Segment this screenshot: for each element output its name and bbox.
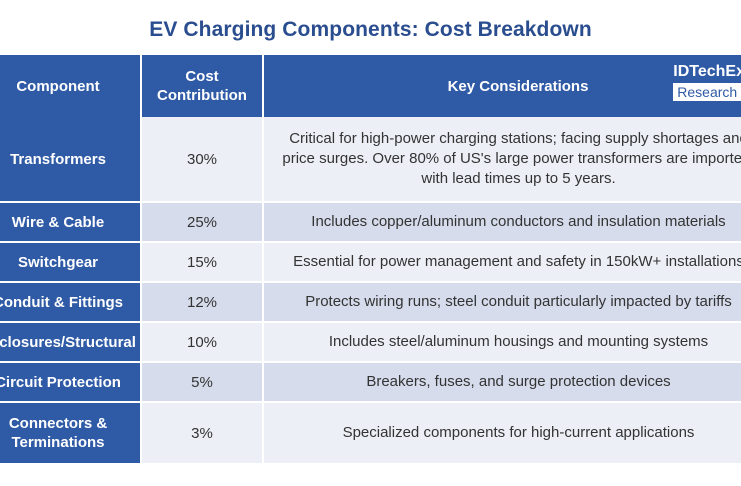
table-row: Transformers 30% Critical for high-power…: [0, 117, 741, 203]
component-cell: Switchgear: [0, 242, 142, 283]
component-cell: Transformers: [0, 117, 142, 203]
component-name: Switchgear: [17, 253, 99, 271]
component-cell: Conduit & Fittings: [0, 282, 142, 323]
logo-line1: IDTechEx: [673, 63, 741, 80]
header-cost-line2: Contribution: [157, 87, 247, 104]
key-line: with lead times up to 5 years.: [421, 170, 616, 187]
component-name: Enclosures/Structural: [0, 333, 136, 351]
logo-line2: Research: [673, 83, 741, 101]
table-row: Conduit & Fittings 12% Protects wiring r…: [0, 282, 741, 323]
key-line: price surges. Over 80% of US's large pow…: [282, 150, 741, 167]
component-cell: Connectors & Terminations: [0, 402, 142, 465]
header-key-considerations: Key Considerations IDTechEx Research: [263, 55, 741, 117]
component-name: Circuit Protection: [0, 373, 121, 391]
component-cell: Circuit Protection: [0, 362, 142, 403]
idtechex-logo: IDTechEx Research: [673, 63, 741, 102]
cost-cell: 25%: [141, 202, 264, 243]
table-row: Circuit Protection 5% Breakers, fuses, a…: [0, 362, 741, 403]
cost-breakdown-table: Component Cost Contribution Key Consider…: [0, 55, 741, 465]
header-key-label: Key Considerations: [447, 77, 589, 95]
component-name: Conduit & Fittings: [0, 293, 123, 311]
component-name-line1: Connectors &: [8, 415, 108, 432]
table-row: Connectors & Terminations 3% Specialized…: [0, 402, 741, 465]
header-cost-contribution: Cost Contribution: [141, 55, 264, 117]
component-cell: Enclosures/Structural: [0, 322, 142, 363]
key-considerations-cell: Includes copper/aluminum conductors and …: [263, 202, 741, 243]
key-line: Critical for high-power charging station…: [289, 130, 741, 147]
cost-cell: 15%: [141, 242, 264, 283]
header-cost-line1: Cost: [185, 68, 219, 85]
table-header-row: Component Cost Contribution Key Consider…: [0, 55, 741, 117]
component-name: Wire & Cable: [11, 213, 105, 231]
table-row: Enclosures/Structural 10% Includes steel…: [0, 322, 741, 363]
key-considerations-cell: Includes steel/aluminum housings and mou…: [263, 322, 741, 363]
page-title: EV Charging Components: Cost Breakdown: [149, 18, 592, 41]
key-considerations-cell: Essential for power management and safet…: [263, 242, 741, 283]
table-row: Wire & Cable 25% Includes copper/aluminu…: [0, 202, 741, 243]
cost-cell: 5%: [141, 362, 264, 403]
key-considerations-cell: Specialized components for high-current …: [263, 402, 741, 465]
table-row: Switchgear 15% Essential for power manag…: [0, 242, 741, 283]
component-cell: Wire & Cable: [0, 202, 142, 243]
cost-cell: 30%: [141, 117, 264, 203]
header-component: Component: [0, 55, 142, 117]
key-considerations-cell: Protects wiring runs; steel conduit part…: [263, 282, 741, 323]
cost-cell: 3%: [141, 402, 264, 465]
key-considerations-cell: Critical for high-power charging station…: [263, 117, 741, 203]
cost-cell: 10%: [141, 322, 264, 363]
key-considerations-cell: Breakers, fuses, and surge protection de…: [263, 362, 741, 403]
component-name-line2: Terminations: [11, 434, 105, 451]
component-name: Transformers: [10, 150, 106, 168]
cost-cell: 12%: [141, 282, 264, 323]
